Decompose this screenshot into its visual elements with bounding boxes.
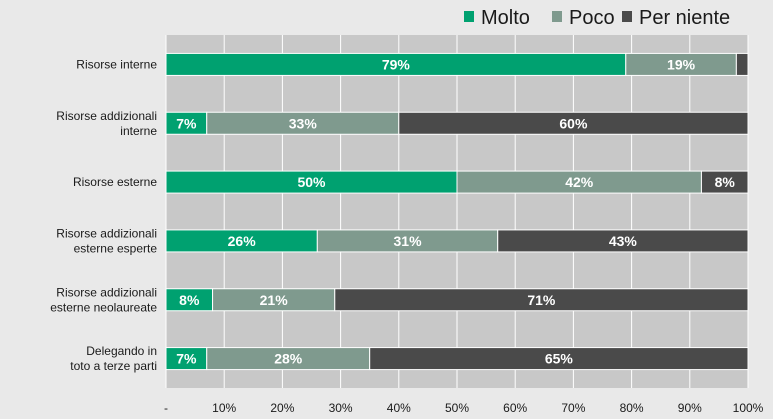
category-label: Risorse addizionali xyxy=(56,285,157,299)
data-label: 28% xyxy=(274,351,303,367)
x-tick-label: 70% xyxy=(561,401,585,415)
category-label: Risorse interne xyxy=(76,57,157,71)
data-label: 43% xyxy=(609,233,638,249)
data-label: 42% xyxy=(565,174,594,190)
x-tick-label: 50% xyxy=(445,401,469,415)
data-label: 65% xyxy=(545,351,574,367)
category-label: Risorse addizionali xyxy=(56,226,157,240)
legend-swatch xyxy=(552,11,562,22)
data-label: 7% xyxy=(176,351,197,367)
x-tick-label: 80% xyxy=(620,401,644,415)
x-tick-label: - xyxy=(164,401,168,415)
data-label: 8% xyxy=(179,292,200,308)
data-label: 31% xyxy=(394,233,423,249)
x-axis-ticks: - 10% 20% 30% 40% 50% 60% 70% 80% 90% 100% xyxy=(164,401,764,415)
bar-segment xyxy=(334,288,749,312)
data-label: 33% xyxy=(289,115,318,131)
category-label: Delegando in xyxy=(86,344,157,358)
category-label: esterne esperte xyxy=(74,241,158,255)
bar-segment xyxy=(369,347,749,371)
bar-segment xyxy=(700,170,749,194)
legend-swatch xyxy=(464,11,474,22)
bar-segment xyxy=(735,52,749,76)
data-label: 7% xyxy=(176,115,197,131)
legend: Molto Poco Per niente xyxy=(464,7,730,29)
bar-segment xyxy=(497,229,749,253)
category-label: interne xyxy=(120,124,157,138)
data-label: 50% xyxy=(297,174,326,190)
legend-label: Molto xyxy=(481,7,530,29)
data-label: 26% xyxy=(228,233,257,249)
data-label: 19% xyxy=(667,56,696,72)
x-tick-label: 100% xyxy=(733,401,764,415)
legend-label: Poco xyxy=(569,7,615,29)
category-label: esterne neolaureate xyxy=(50,300,157,314)
gridlines xyxy=(165,35,749,388)
legend-label: Per niente xyxy=(639,7,730,29)
data-label: 79% xyxy=(382,56,411,72)
bar-segment xyxy=(398,111,749,135)
data-label: 8% xyxy=(715,174,736,190)
legend-swatch xyxy=(622,11,632,22)
data-label: 21% xyxy=(260,292,289,308)
data-label: 71% xyxy=(527,292,556,308)
category-label: toto a terze parti xyxy=(70,359,157,373)
x-tick-label: 40% xyxy=(387,401,411,415)
bars: 79% 19% 7% 33% 60% 50% 42% 8% 26% 31% 43% 8% 21% 71% 7… xyxy=(165,52,749,371)
x-tick-label: 90% xyxy=(678,401,702,415)
category-label: Risorse addizionali xyxy=(56,109,157,123)
x-tick-label: 60% xyxy=(503,401,527,415)
data-label: 60% xyxy=(559,115,588,131)
x-tick-label: 30% xyxy=(329,401,353,415)
x-tick-label: 10% xyxy=(212,401,236,415)
category-label: Risorse esterne xyxy=(73,175,157,189)
x-tick-label: 20% xyxy=(270,401,294,415)
